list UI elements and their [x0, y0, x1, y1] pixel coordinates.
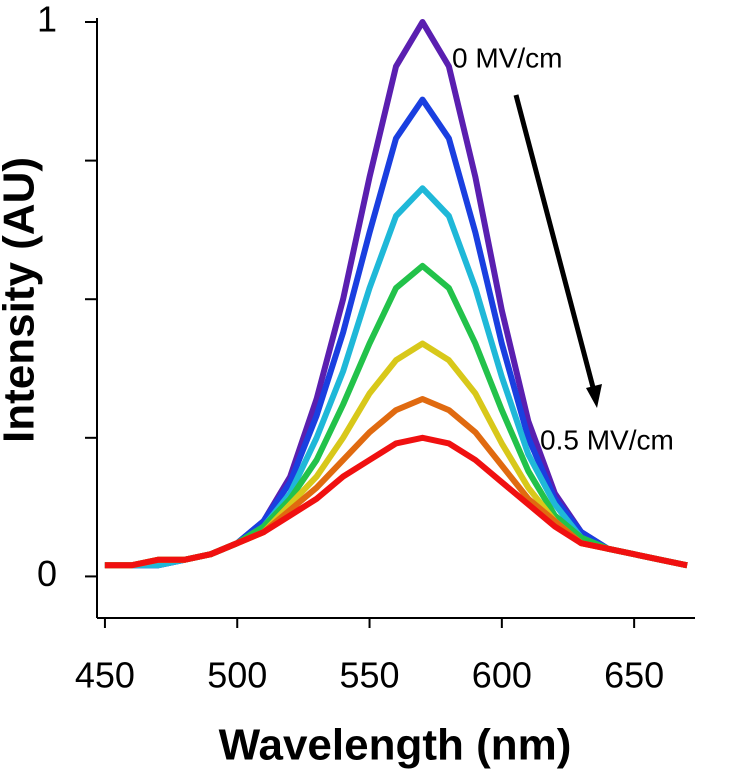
x-axis-label: Wavelength (nm): [219, 721, 572, 770]
x-tick-label: 500: [207, 655, 267, 696]
y-tick-label: 0: [37, 553, 57, 594]
x-tick-label: 550: [340, 655, 400, 696]
x-tick-label: 600: [472, 655, 532, 696]
spectrum-line: [104, 185, 688, 569]
spectrum-line: [104, 96, 688, 569]
y-axis-label: Intensity (AU): [0, 157, 44, 443]
x-tick-label: 450: [75, 655, 135, 696]
spectrum-line: [104, 262, 688, 569]
arrow-shaft: [513, 94, 598, 396]
y-tick-label: 1: [37, 0, 57, 40]
x-tick-label: 650: [604, 655, 664, 696]
arrow-head: [586, 384, 602, 408]
annotation: 0.5 MV/cm: [540, 424, 674, 455]
annotation: 0 MV/cm: [452, 42, 562, 73]
spectrum-line: [104, 434, 688, 569]
